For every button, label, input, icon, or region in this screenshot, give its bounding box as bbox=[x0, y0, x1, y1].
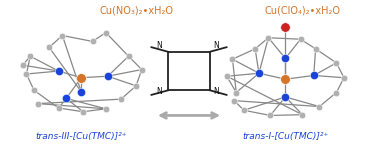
Point bbox=[229, 58, 235, 60]
Point bbox=[125, 55, 132, 57]
Text: Cu(NO₃)₂•xH₂O: Cu(NO₃)₂•xH₂O bbox=[99, 5, 173, 15]
Point bbox=[80, 111, 86, 113]
Point bbox=[316, 105, 322, 108]
Point bbox=[299, 114, 305, 116]
Point bbox=[231, 99, 237, 102]
Text: N: N bbox=[156, 41, 162, 50]
Point bbox=[282, 57, 288, 60]
Text: trans-I-[Cu(TMC)]²⁺: trans-I-[Cu(TMC)]²⁺ bbox=[242, 132, 328, 141]
Point bbox=[20, 64, 26, 66]
Point bbox=[333, 62, 339, 64]
Text: trans-III-[Cu(TMC)]²⁺: trans-III-[Cu(TMC)]²⁺ bbox=[36, 132, 127, 141]
Point bbox=[56, 107, 62, 109]
Point bbox=[265, 37, 271, 39]
Point bbox=[267, 114, 273, 117]
Point bbox=[56, 70, 62, 72]
Text: N: N bbox=[214, 41, 220, 50]
Point bbox=[224, 75, 230, 77]
Point bbox=[252, 48, 258, 50]
Point bbox=[78, 91, 84, 93]
Point bbox=[46, 46, 52, 49]
Point bbox=[256, 72, 262, 74]
Point bbox=[297, 38, 304, 40]
Point bbox=[133, 85, 139, 87]
Text: N: N bbox=[214, 87, 220, 96]
Point bbox=[118, 98, 124, 100]
Point bbox=[333, 91, 339, 94]
Point bbox=[282, 78, 288, 80]
Point bbox=[282, 25, 288, 28]
Point bbox=[23, 73, 29, 75]
Point bbox=[35, 102, 41, 105]
Point bbox=[78, 77, 84, 79]
Point bbox=[63, 97, 69, 100]
Point bbox=[233, 91, 239, 94]
Text: Cu(ClO₄)₂•xH₂O: Cu(ClO₄)₂•xH₂O bbox=[264, 5, 341, 15]
Point bbox=[27, 55, 33, 57]
Point bbox=[282, 96, 288, 98]
Text: N: N bbox=[156, 87, 162, 96]
Point bbox=[103, 108, 109, 110]
Point bbox=[341, 77, 347, 79]
Point bbox=[31, 89, 37, 91]
Point bbox=[313, 48, 319, 50]
Point bbox=[139, 68, 145, 71]
Point bbox=[103, 31, 109, 34]
Point bbox=[311, 74, 317, 77]
Point bbox=[241, 109, 247, 111]
Point bbox=[105, 75, 111, 77]
Point bbox=[90, 40, 96, 43]
Point bbox=[59, 34, 65, 37]
